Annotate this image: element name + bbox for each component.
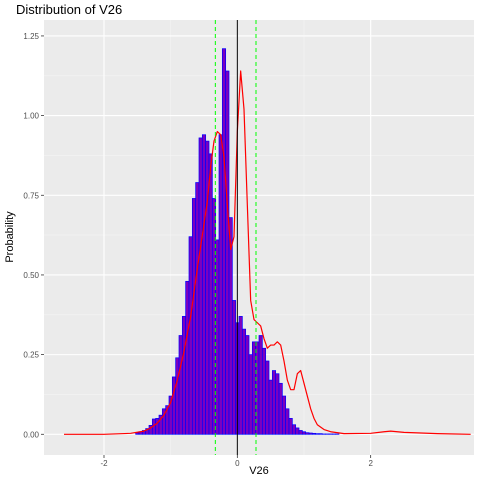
histogram-bar — [318, 433, 323, 435]
x-axis-title: V26 — [249, 465, 269, 477]
histogram-bars — [135, 48, 340, 435]
y-tick-label: 0.00 — [23, 430, 39, 439]
chart-title: Distribution of V26 — [16, 2, 122, 17]
histogram-bar — [245, 335, 250, 435]
histogram-bar — [178, 335, 183, 435]
histogram-bar — [268, 379, 273, 435]
histogram-bar — [231, 300, 237, 435]
reference-lines — [214, 20, 257, 455]
y-tick-label: 1.00 — [23, 112, 39, 121]
histogram-bar — [248, 354, 253, 435]
histogram-bar — [201, 134, 207, 435]
histogram-bar — [301, 431, 307, 435]
histogram-bar — [215, 239, 220, 435]
y-axis-title: Probability — [4, 211, 16, 263]
histogram-bar — [208, 153, 213, 435]
histogram-bar — [288, 418, 293, 435]
histogram-bar — [275, 373, 280, 435]
y-tick-label: 0.25 — [23, 351, 39, 360]
histogram-bar — [261, 347, 267, 435]
histogram-bar — [195, 182, 200, 435]
histogram-bar — [221, 48, 227, 435]
histogram-bar — [198, 137, 203, 435]
x-tick-label: 0 — [235, 459, 240, 468]
y-tick-label: 0.50 — [23, 271, 39, 280]
histogram-bar — [315, 433, 320, 435]
histogram-bar — [298, 430, 303, 435]
histogram-bar — [308, 432, 313, 435]
histogram-bar — [291, 424, 297, 435]
histogram-bar — [311, 432, 317, 435]
histogram-bar — [188, 236, 193, 435]
histogram-bar — [305, 432, 310, 435]
histogram-bar — [278, 382, 283, 435]
histogram-bar — [251, 341, 257, 435]
y-axis-ticks: 0.00 0.25 0.50 0.75 1.00 1.25 — [23, 32, 44, 439]
x-tick-label: 2 — [368, 459, 373, 468]
histogram-bar — [228, 217, 233, 435]
histogram-bar — [181, 316, 187, 435]
y-tick-label: 1.25 — [23, 32, 39, 41]
histogram-bar — [271, 370, 277, 435]
histogram-bar — [155, 418, 160, 435]
histogram-bar — [281, 395, 287, 435]
histogram-bar — [238, 316, 243, 435]
histogram-bar — [285, 408, 290, 435]
histogram-bar — [295, 427, 300, 435]
histogram-bar — [185, 280, 190, 435]
histogram-bar — [218, 134, 223, 435]
histogram-bar — [265, 360, 270, 435]
histogram-bar — [225, 70, 230, 435]
histogram-bar — [191, 198, 197, 435]
histogram-bar — [241, 328, 247, 435]
x-axis-ticks: -2 0 2 — [100, 455, 373, 468]
y-tick-label: 0.75 — [23, 191, 39, 200]
histogram-bar — [175, 357, 180, 435]
x-tick-label: -2 — [100, 459, 108, 468]
histogram-bar — [258, 335, 263, 435]
